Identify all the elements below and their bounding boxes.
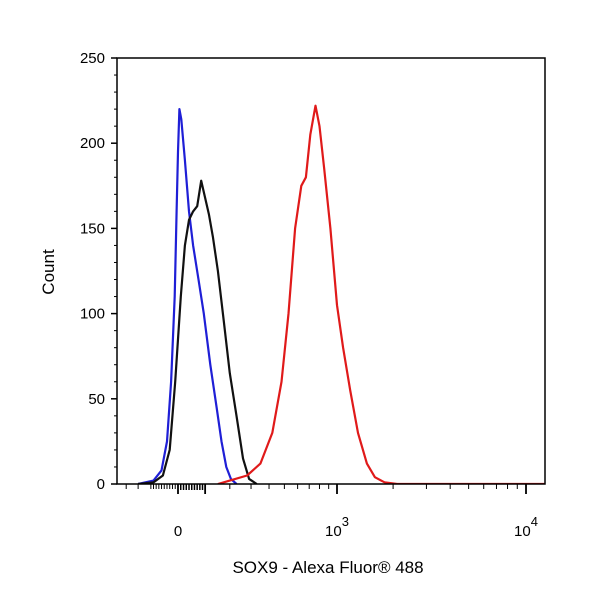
y-tick-label: 100 [80, 306, 105, 323]
y-tick-label: 150 [80, 220, 105, 237]
series-line-2 [137, 179, 258, 484]
x-tick-label: 104 [514, 514, 538, 540]
x-axis-ticks: 0103104105 [125, 484, 538, 540]
series-line-1 [137, 108, 238, 484]
series-line-3 [217, 104, 545, 484]
plot-frame [116, 57, 546, 485]
x-tick-label: 103 [325, 514, 349, 540]
y-tick-label: 50 [88, 391, 105, 408]
y-tick-label: 250 [80, 50, 105, 67]
y-axis-title: Count [39, 249, 58, 295]
y-axis-ticks: 0 50 100 150 200 250 [80, 50, 117, 493]
x-axis-title: SOX9 - Alexa Fluor® 488 [232, 558, 423, 577]
x-tick-label: 0 [174, 523, 182, 540]
series-layer [137, 104, 545, 484]
y-tick-label: 0 [97, 476, 105, 493]
y-tick-label: 200 [80, 135, 105, 152]
